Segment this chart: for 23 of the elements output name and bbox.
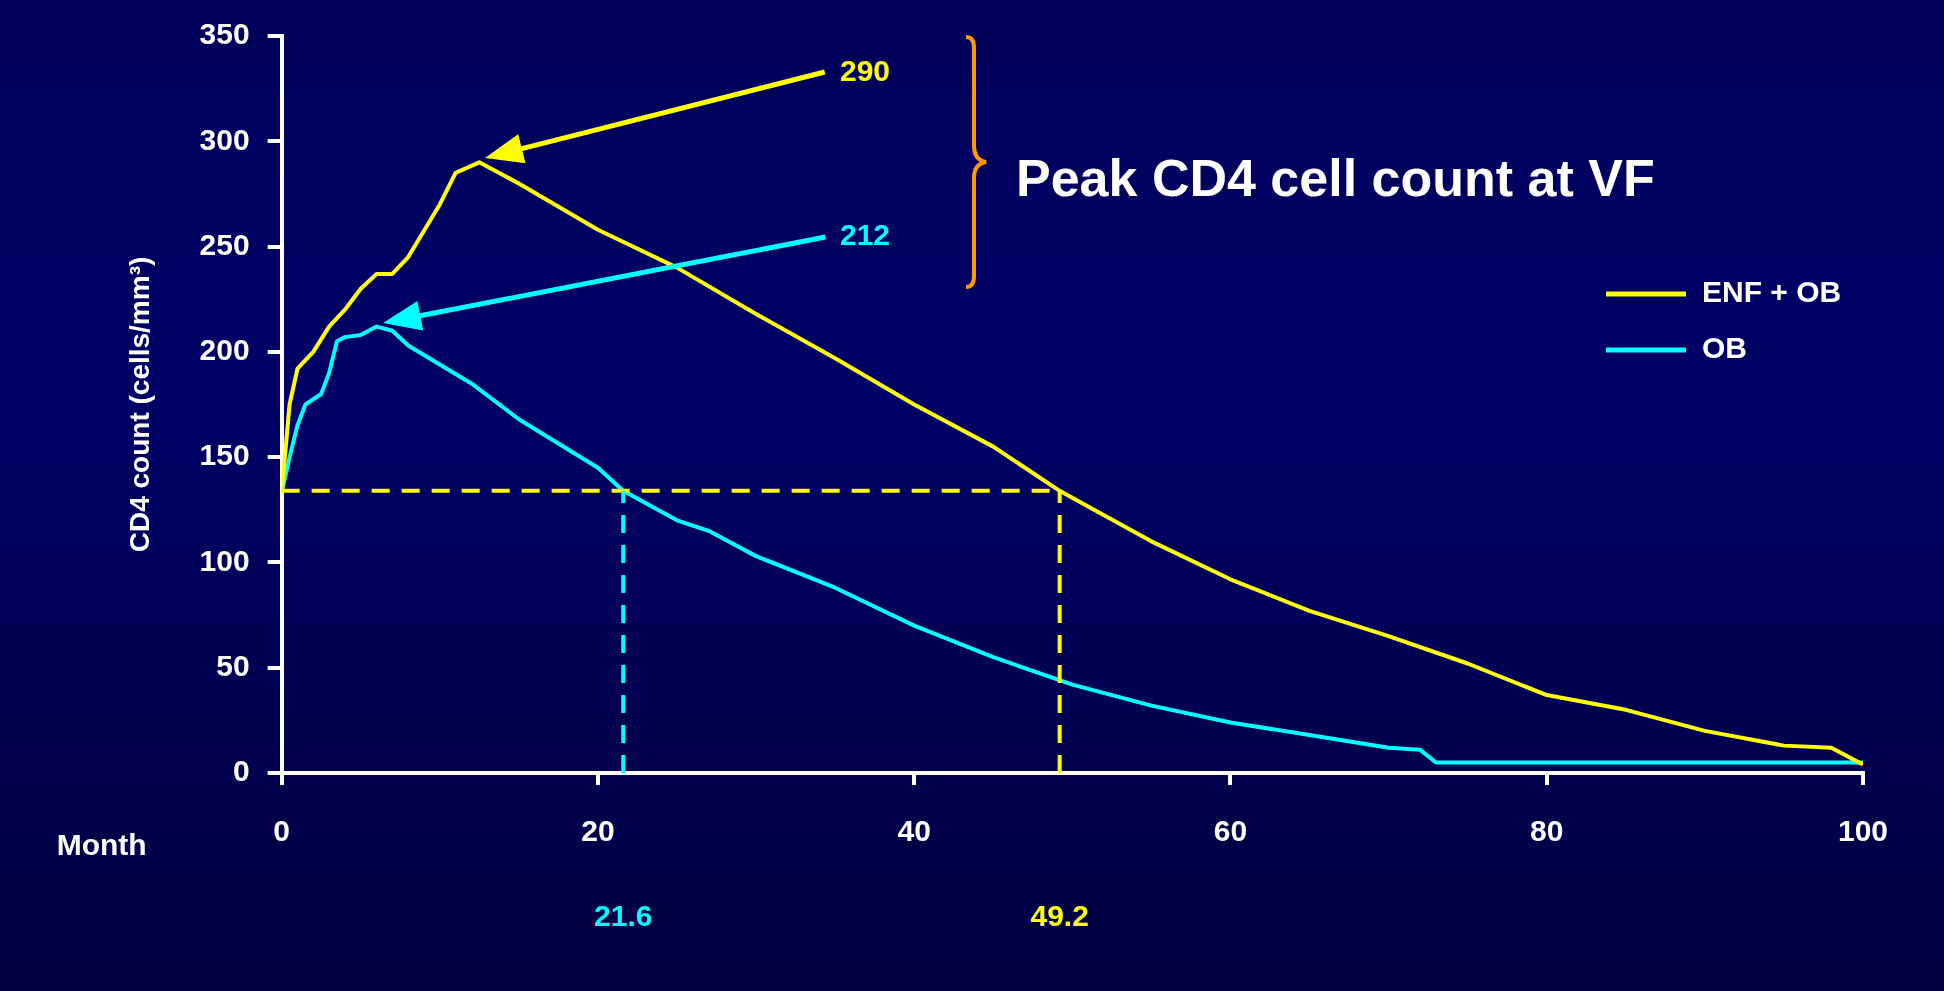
y-tick-label: 350 xyxy=(199,17,250,51)
annotation: 290 xyxy=(840,53,891,87)
ref-line-label: 21.6 xyxy=(594,899,653,933)
legend-label: ENF + OB xyxy=(1702,275,1842,309)
ref-line-label: 49.2 xyxy=(1030,899,1089,933)
x-tick-label: 40 xyxy=(897,814,931,848)
y-tick-label: 50 xyxy=(216,648,250,682)
annotation: Peak CD4 cell count at VF xyxy=(1016,148,1655,208)
legend-label: OB xyxy=(1702,331,1747,365)
y-axis-title: CD4 count (cells/mm³) xyxy=(123,256,155,553)
x-axis-title: Month xyxy=(56,828,147,862)
x-tick-label: 60 xyxy=(1213,814,1248,848)
y-tick-label: 150 xyxy=(199,438,250,472)
x-tick-label: 0 xyxy=(273,814,290,848)
y-tick-label: 0 xyxy=(232,754,250,788)
annotation: 212 xyxy=(840,217,891,251)
y-tick-label: 300 xyxy=(199,122,250,156)
y-tick-label: 100 xyxy=(199,543,250,577)
y-tick-label: 200 xyxy=(199,333,250,367)
x-tick-label: 20 xyxy=(581,814,615,848)
x-tick-label: 80 xyxy=(1530,814,1564,848)
x-tick-label: 100 xyxy=(1837,814,1889,848)
y-tick-label: 250 xyxy=(199,227,250,261)
